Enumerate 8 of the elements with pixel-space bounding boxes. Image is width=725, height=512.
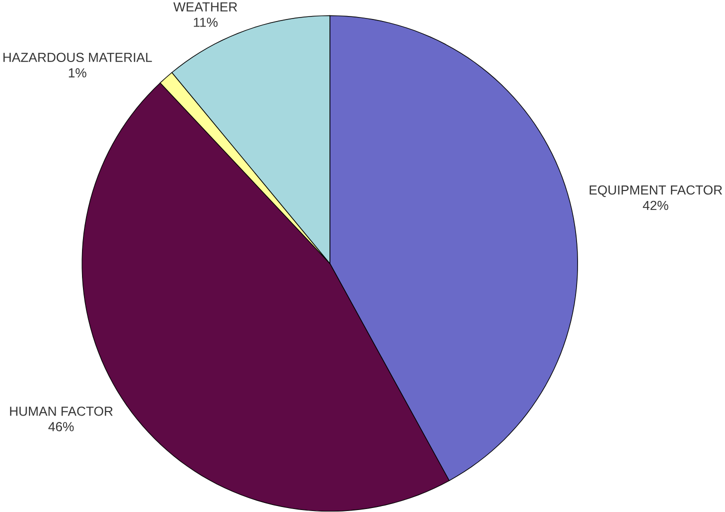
slice-label: HAZARDOUS MATERIAL xyxy=(3,52,152,62)
data-label: 42% xyxy=(642,201,668,210)
slice-label: WEATHER xyxy=(173,2,238,12)
data-label: 11% xyxy=(194,18,218,28)
slice-label: EQUIPMENT FACTOR xyxy=(590,186,722,198)
slice-label: HUMAN FACTOR xyxy=(10,406,113,416)
data-label: 46% xyxy=(48,422,74,432)
data-label: 1% xyxy=(68,68,86,78)
